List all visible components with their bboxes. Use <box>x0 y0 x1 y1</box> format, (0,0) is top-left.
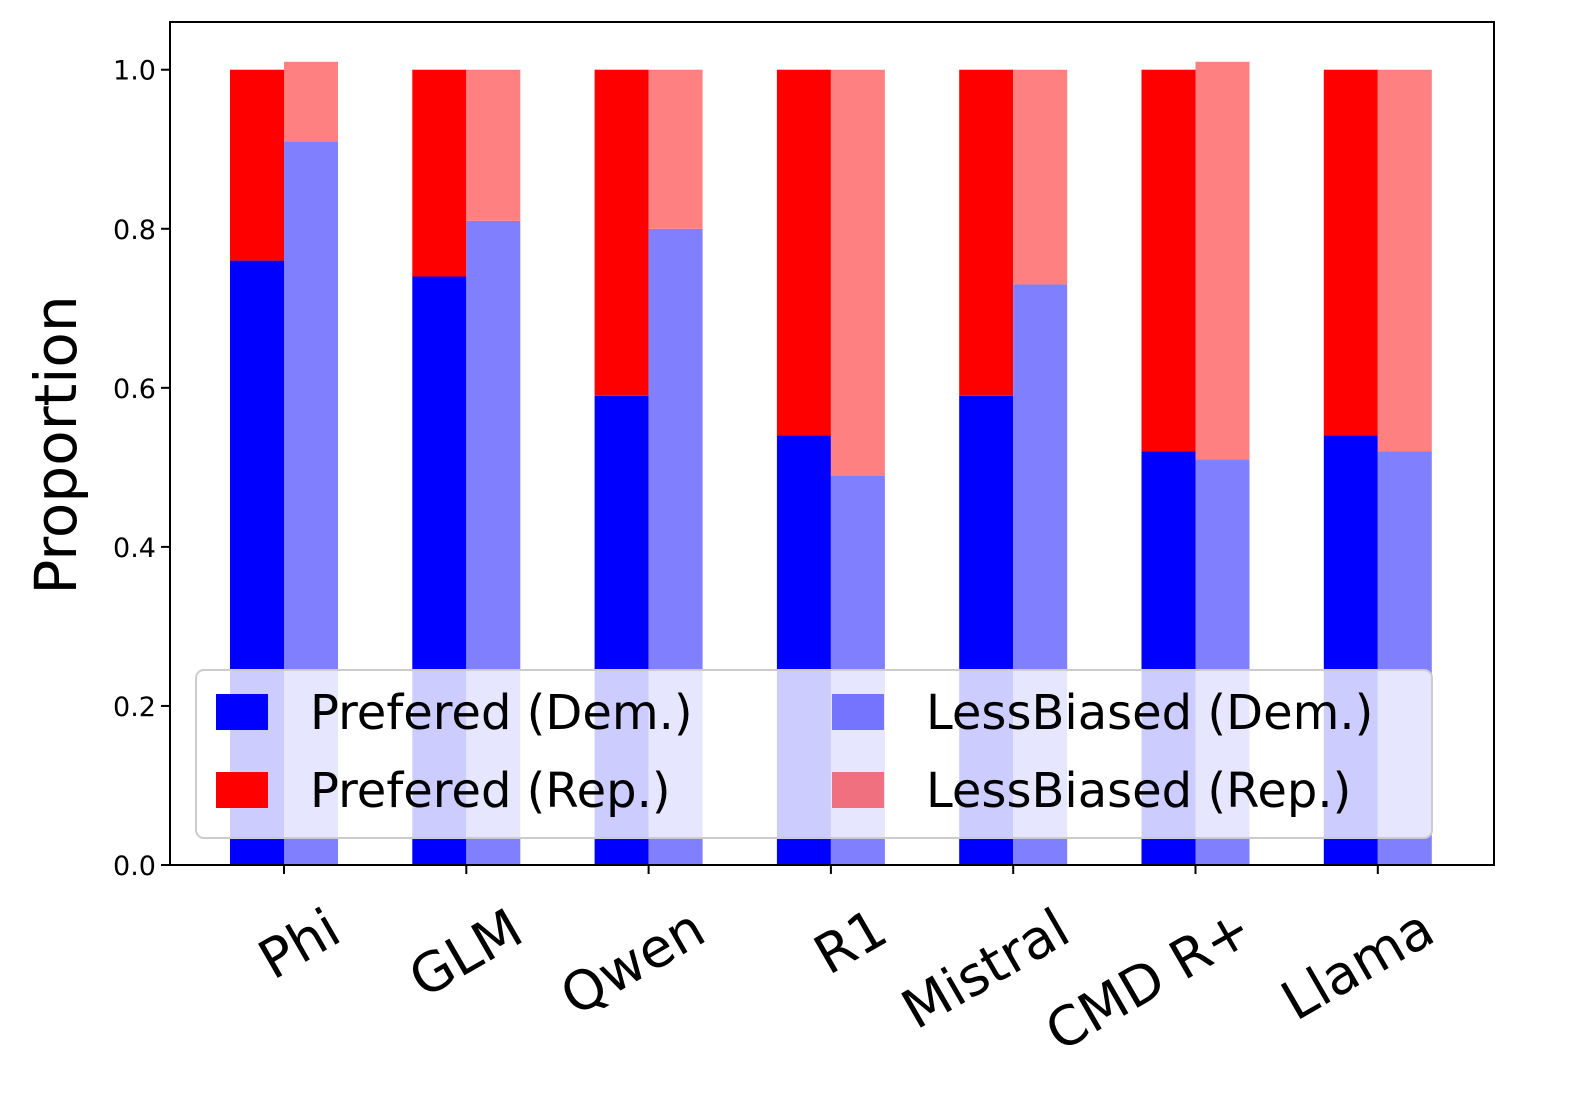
x-tick-label-r1: R1 <box>804 896 898 987</box>
bar-mistral-prefered-rep <box>959 69 1014 396</box>
plot-frame <box>169 21 1495 866</box>
bar-r1-lessbiased-rep <box>830 69 885 476</box>
x-tick-label-glm: GLM <box>399 896 533 1010</box>
legend-swatch-prefered-rep <box>216 772 268 808</box>
legend-label-prefered-rep: Prefered (Rep.) <box>310 763 671 819</box>
legend-swatch-lessbiased-rep <box>832 772 884 808</box>
legend-box <box>195 669 1433 839</box>
bar-glm-prefered-rep <box>412 69 467 277</box>
x-tick-label-cmd-r: CMD R+ <box>1035 896 1262 1063</box>
x-tick-label-phi: Phi <box>248 896 350 991</box>
bar-phi-lessbiased-rep <box>284 61 338 142</box>
legend: Prefered (Dem.) LessBiased (Dem.) Prefered… <box>195 669 1433 839</box>
bar-mistral-lessbiased-rep <box>1013 69 1068 285</box>
y-axis-title: Proportion <box>22 295 90 594</box>
legend-label-lessbiased-dem: LessBiased (Dem.) <box>926 685 1373 741</box>
legend-label-prefered-dem: Prefered (Dem.) <box>310 685 693 741</box>
x-tick-label-qwen: Qwen <box>550 896 715 1028</box>
bar-cmd-r-lessbiased-rep <box>1195 61 1250 460</box>
bar-llama-lessbiased-rep <box>1377 69 1432 452</box>
y-tick-label: 0.0 <box>113 851 156 882</box>
y-tick-label: 0.6 <box>113 374 156 405</box>
bar-qwen-lessbiased-rep <box>648 69 703 229</box>
x-tick-label-llama: Llama <box>1271 896 1444 1032</box>
bar-qwen-prefered-rep <box>594 69 649 396</box>
y-tick-label: 0.8 <box>113 215 156 246</box>
legend-swatch-prefered-dem <box>216 694 268 730</box>
legend-label-lessbiased-rep: LessBiased (Rep.) <box>926 763 1351 819</box>
bar-llama-prefered-rep <box>1323 69 1378 436</box>
y-tick-label: 0.2 <box>113 692 156 723</box>
y-axis: 0.0 0.2 0.4 0.6 0.8 1.0 <box>113 56 170 882</box>
bar-glm-lessbiased-rep <box>466 69 521 221</box>
bar-phi-prefered-rep <box>230 69 284 261</box>
y-tick-label: 1.0 <box>113 56 156 87</box>
bar-r1-prefered-rep <box>776 69 831 436</box>
bar-cmd-r-prefered-rep <box>1141 69 1196 452</box>
legend-swatch-lessbiased-dem <box>832 694 884 730</box>
y-tick-label: 0.4 <box>113 533 156 564</box>
